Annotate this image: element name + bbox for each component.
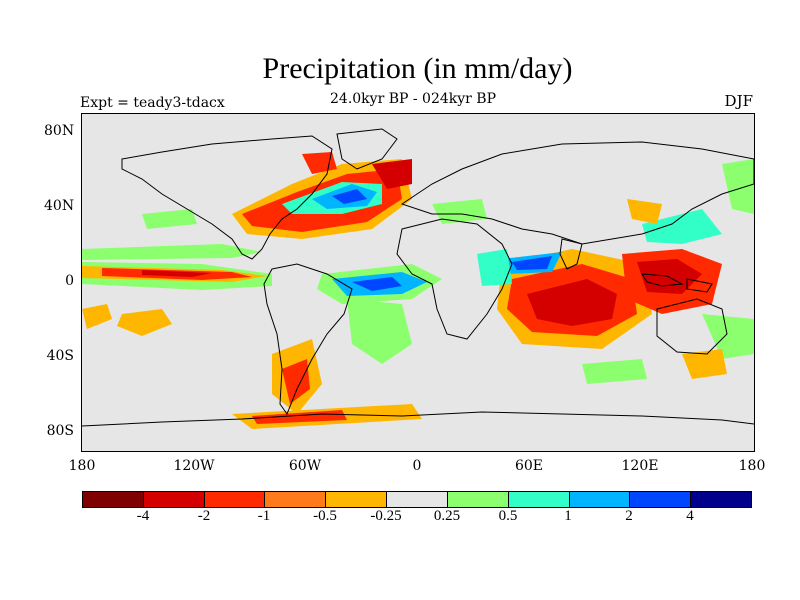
colorbar-swatch <box>691 492 751 507</box>
anomaly-region <box>82 304 112 329</box>
anomaly-region <box>627 199 662 224</box>
colorbar <box>82 491 752 508</box>
lon-label-60w: 60W <box>288 458 322 474</box>
colorbar-swatch <box>447 492 509 507</box>
map-title: Precipitation (in mm/day) <box>262 52 573 85</box>
anomaly-region <box>372 159 412 189</box>
anomaly-region <box>702 314 754 359</box>
colorbar-label: 4 <box>686 508 694 524</box>
map-subtitle: 24.0kyr BP - 024kyr BP <box>330 91 497 107</box>
eurasia-outline <box>400 141 754 245</box>
colorbar-swatch <box>204 492 266 507</box>
colorbar-swatch <box>143 492 205 507</box>
anomaly-region <box>477 249 512 286</box>
south-america-outline <box>263 263 353 416</box>
anomaly-region <box>282 359 310 404</box>
anomaly-region <box>142 209 197 229</box>
colorbar-label: -2 <box>197 508 211 524</box>
lon-label-180e: 180 <box>738 458 766 474</box>
anomaly-fields <box>82 152 754 429</box>
coastlines <box>82 128 754 427</box>
colorbar-label: 1 <box>564 508 572 524</box>
anomaly-region <box>82 244 262 260</box>
precipitation-map <box>81 113 755 452</box>
north-america-outline <box>121 135 333 260</box>
colorbar-swatch <box>387 492 448 507</box>
africa-outline <box>396 218 513 340</box>
colorbar-label: -4 <box>136 508 150 524</box>
anomaly-region <box>642 209 722 244</box>
anomaly-region <box>682 349 727 379</box>
anomaly-region <box>252 410 347 424</box>
anomaly-region <box>582 359 647 384</box>
indonesia-outline <box>641 273 684 287</box>
anomaly-region <box>512 256 552 270</box>
colorbar-swatch <box>265 492 327 507</box>
antarctica-outline <box>82 411 754 427</box>
colorbar-swatch <box>83 492 144 507</box>
lon-label-120w: 120W <box>173 458 215 474</box>
lon-label-0: 0 <box>412 458 422 474</box>
anomaly-region <box>432 199 487 224</box>
colorbar-swatch <box>630 492 692 507</box>
lon-label-60e: 60E <box>514 458 544 474</box>
australia-outline <box>656 298 728 355</box>
colorbar-swatch <box>508 492 570 507</box>
india-outline <box>559 238 583 270</box>
experiment-label: Expt = teady3-tdacx <box>80 95 225 111</box>
colorbar-swatch <box>326 492 388 507</box>
colorbar-label: -0.5 <box>313 508 337 524</box>
season-label: DJF <box>724 92 753 110</box>
anomaly-region <box>722 159 754 214</box>
lon-label-180w: 180 <box>68 458 96 474</box>
lat-label-40s: 40S <box>46 348 74 364</box>
colorbar-label: -1 <box>257 508 271 524</box>
colorbar-label: 2 <box>625 508 633 524</box>
lon-label-120e: 120E <box>621 458 659 474</box>
lat-label-equator: 0 <box>65 273 74 289</box>
anomaly-region <box>117 309 172 336</box>
lat-label-40n: 40N <box>44 198 75 214</box>
greenland-outline <box>336 128 398 170</box>
anomaly-region <box>347 299 412 364</box>
new-guinea-outline <box>686 278 713 293</box>
anomaly-region <box>527 279 617 326</box>
anomaly-region <box>142 270 212 277</box>
map-canvas <box>82 128 754 429</box>
colorbar-label: 0.5 <box>498 508 518 524</box>
colorbar-label: 0.25 <box>433 508 461 524</box>
anomaly-region <box>637 259 702 294</box>
lat-label-80s: 80S <box>46 423 74 439</box>
colorbar-swatch <box>569 492 631 507</box>
colorbar-label: -0.25 <box>370 508 402 524</box>
anomaly-region <box>332 189 367 204</box>
lat-label-80n: 80N <box>44 123 75 139</box>
anomaly-region <box>352 277 402 291</box>
